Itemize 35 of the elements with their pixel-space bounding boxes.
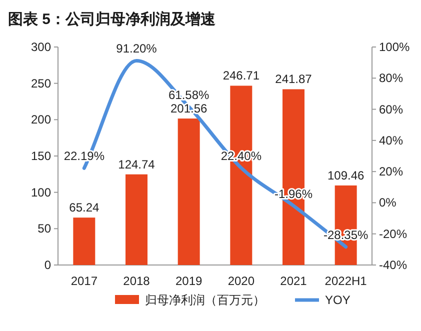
y2-tick-label: -20% [379, 226, 408, 241]
legend-label: 归母净利润（百万元） [145, 293, 265, 307]
y2-tick-label: 60% [379, 102, 404, 116]
y2-tick-label: -40% [379, 258, 408, 272]
bar [73, 218, 96, 265]
y-tick-label: 250 [30, 76, 52, 90]
y2-tick-label: 0% [379, 196, 397, 210]
x-tick-label: 2018 [123, 274, 150, 288]
data-label: 109.46 [327, 168, 365, 182]
x-tick-label: 2021 [280, 274, 308, 288]
y2-tick-label: 80% [379, 71, 404, 86]
bar [178, 118, 200, 265]
chart-title: 图表 5：公司归母净利润及增速 [8, 10, 217, 28]
y-tick-label: 0 [44, 258, 52, 272]
x-tick-label: 2022H1 [324, 274, 368, 288]
legend-label: YOY [325, 293, 350, 307]
data-label: 124.74 [118, 157, 156, 172]
data-label: -28.35% [323, 228, 369, 242]
y-tick-label: 300 [30, 40, 52, 54]
y2-tick-label: 20% [379, 164, 404, 179]
y-tick-label: 100 [30, 185, 52, 200]
x-tick-label: 2017 [70, 274, 98, 288]
y-tick-label: 50 [38, 222, 52, 236]
data-label: 246.71 [222, 68, 260, 83]
x-tick-label: 2020 [228, 274, 255, 288]
data-label: 22.40% [220, 148, 262, 163]
y2-tick-label: 40% [379, 133, 404, 148]
data-label: 91.20% [116, 42, 158, 56]
y2-tick-label: 100% [379, 40, 410, 54]
x-tick-label: 2019 [175, 274, 203, 288]
y-tick-label: 200 [30, 112, 52, 127]
y-tick-label: 150 [30, 149, 52, 163]
bar [126, 174, 148, 265]
data-label: 65.24 [69, 200, 100, 215]
data-label: 241.87 [275, 72, 312, 86]
